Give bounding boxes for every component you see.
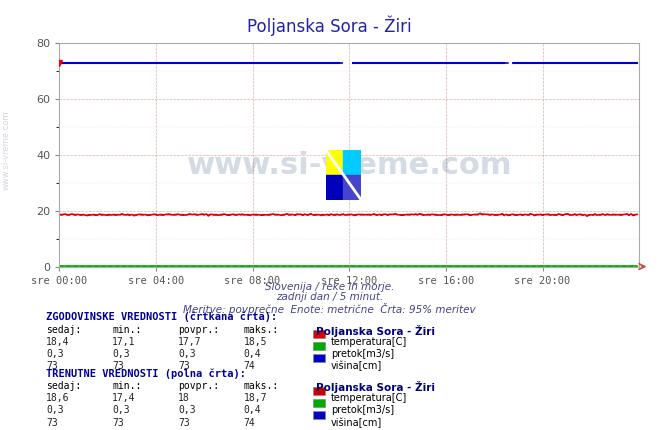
- Text: 74: 74: [244, 361, 256, 371]
- Text: 18: 18: [178, 393, 190, 403]
- Text: temperatura[C]: temperatura[C]: [331, 393, 407, 403]
- Text: povpr.:: povpr.:: [178, 325, 219, 335]
- Text: povpr.:: povpr.:: [178, 381, 219, 391]
- Text: sedaj:: sedaj:: [46, 381, 81, 391]
- Text: 18,5: 18,5: [244, 337, 268, 347]
- Text: 0,3: 0,3: [112, 405, 130, 415]
- Text: višina[cm]: višina[cm]: [331, 418, 382, 428]
- Text: 0,3: 0,3: [46, 405, 64, 415]
- Text: 74: 74: [244, 418, 256, 427]
- Text: min.:: min.:: [112, 381, 142, 391]
- Text: ZGODOVINSKE VREDNOSTI (črtkana črta):: ZGODOVINSKE VREDNOSTI (črtkana črta):: [46, 312, 277, 322]
- Text: 73: 73: [46, 361, 58, 371]
- Text: 0,3: 0,3: [46, 349, 64, 359]
- Text: višina[cm]: višina[cm]: [331, 361, 382, 371]
- Text: 18,4: 18,4: [46, 337, 70, 347]
- Text: 17,1: 17,1: [112, 337, 136, 347]
- Text: Slovenija / reke in morje.: Slovenija / reke in morje.: [265, 282, 394, 292]
- Text: 73: 73: [178, 418, 190, 427]
- Text: TRENUTNE VREDNOSTI (polna črta):: TRENUTNE VREDNOSTI (polna črta):: [46, 369, 246, 379]
- Text: temperatura[C]: temperatura[C]: [331, 337, 407, 347]
- Text: maks.:: maks.:: [244, 325, 279, 335]
- Text: Meritve: povprečne  Enote: metrične  Črta: 95% meritev: Meritve: povprečne Enote: metrične Črta:…: [183, 303, 476, 315]
- Text: maks.:: maks.:: [244, 381, 279, 391]
- Text: 17,4: 17,4: [112, 393, 136, 403]
- Text: 0,3: 0,3: [178, 349, 196, 359]
- Text: 73: 73: [112, 418, 124, 427]
- Text: www.si-vreme.com: www.si-vreme.com: [186, 151, 512, 181]
- Text: www.si-vreme.com: www.si-vreme.com: [2, 111, 11, 190]
- Text: min.:: min.:: [112, 325, 142, 335]
- Text: 73: 73: [46, 418, 58, 427]
- Text: Poljanska Sora - Žiri: Poljanska Sora - Žiri: [247, 15, 412, 36]
- Text: 18,7: 18,7: [244, 393, 268, 403]
- Text: 0,3: 0,3: [178, 405, 196, 415]
- Text: zadnji dan / 5 minut.: zadnji dan / 5 minut.: [276, 292, 383, 302]
- Text: Poljanska Sora - Žiri: Poljanska Sora - Žiri: [316, 381, 436, 393]
- Text: 73: 73: [112, 361, 124, 371]
- Text: 0,4: 0,4: [244, 405, 262, 415]
- Text: pretok[m3/s]: pretok[m3/s]: [331, 349, 394, 359]
- Text: 18,6: 18,6: [46, 393, 70, 403]
- Text: sedaj:: sedaj:: [46, 325, 81, 335]
- Text: 17,7: 17,7: [178, 337, 202, 347]
- Text: 0,3: 0,3: [112, 349, 130, 359]
- Text: Poljanska Sora - Žiri: Poljanska Sora - Žiri: [316, 325, 436, 337]
- Text: 73: 73: [178, 361, 190, 371]
- Text: 0,4: 0,4: [244, 349, 262, 359]
- Text: pretok[m3/s]: pretok[m3/s]: [331, 405, 394, 415]
